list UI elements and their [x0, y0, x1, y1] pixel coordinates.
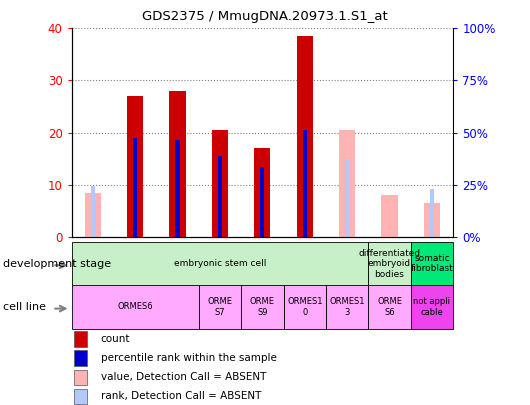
Bar — [175, 141, 180, 237]
Text: differentiated
embryoid
bodies: differentiated embryoid bodies — [358, 249, 421, 279]
Text: ORMES1
3: ORMES1 3 — [330, 297, 365, 317]
Bar — [411, 242, 453, 286]
Text: rank, Detection Call = ABSENT: rank, Detection Call = ABSENT — [101, 392, 261, 401]
Bar — [254, 148, 270, 237]
Bar — [260, 166, 264, 237]
Bar — [170, 91, 185, 237]
Text: embryonic stem cell: embryonic stem cell — [174, 259, 266, 268]
Text: not appli
cable: not appli cable — [413, 297, 450, 317]
Bar — [339, 130, 355, 237]
Text: ORME
S6: ORME S6 — [377, 297, 402, 317]
Bar — [424, 203, 440, 237]
Bar — [212, 130, 228, 237]
Text: ORMES1
0: ORMES1 0 — [287, 297, 322, 317]
Bar — [218, 156, 222, 237]
Bar — [241, 285, 284, 329]
Bar — [382, 195, 398, 237]
Text: count: count — [101, 334, 130, 344]
Bar — [72, 285, 199, 329]
Bar — [345, 159, 349, 237]
Bar — [74, 369, 87, 385]
Text: GDS2375 / MmugDNA.20973.1.S1_at: GDS2375 / MmugDNA.20973.1.S1_at — [142, 10, 388, 23]
Bar — [199, 285, 241, 329]
Text: development stage: development stage — [3, 259, 111, 269]
Bar — [74, 389, 87, 404]
Bar — [326, 285, 368, 329]
Text: ORME
S7: ORME S7 — [207, 297, 233, 317]
Bar — [411, 285, 453, 329]
Text: ORME
S9: ORME S9 — [250, 297, 275, 317]
Bar — [368, 285, 411, 329]
Bar — [74, 331, 87, 347]
Bar — [72, 242, 368, 286]
Bar — [74, 350, 87, 366]
Bar — [127, 96, 143, 237]
Text: somatic
fibroblast: somatic fibroblast — [411, 254, 453, 273]
Text: ORMES6: ORMES6 — [117, 303, 153, 311]
Bar — [133, 138, 137, 237]
Bar — [297, 36, 313, 237]
Text: cell line: cell line — [3, 302, 46, 312]
Bar — [85, 193, 101, 237]
Bar — [284, 285, 326, 329]
Bar — [91, 186, 95, 237]
Text: value, Detection Call = ABSENT: value, Detection Call = ABSENT — [101, 372, 266, 382]
Bar — [430, 189, 434, 237]
Bar — [368, 242, 411, 286]
Bar — [303, 130, 307, 237]
Text: percentile rank within the sample: percentile rank within the sample — [101, 353, 277, 363]
